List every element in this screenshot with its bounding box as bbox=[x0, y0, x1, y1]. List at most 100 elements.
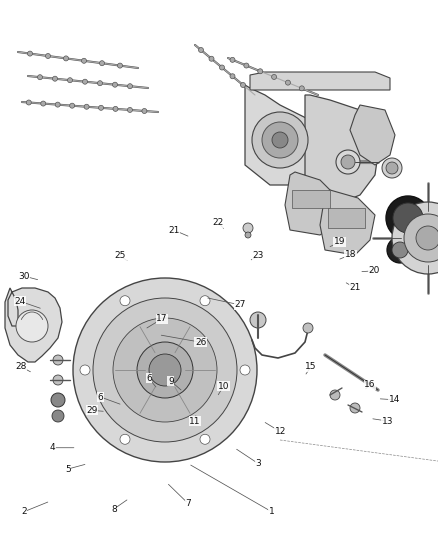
Circle shape bbox=[416, 226, 438, 250]
Circle shape bbox=[404, 214, 438, 262]
Text: 9: 9 bbox=[168, 377, 174, 385]
Circle shape bbox=[240, 365, 250, 375]
Text: 30: 30 bbox=[18, 272, 30, 280]
Text: 14: 14 bbox=[389, 395, 400, 404]
Text: 27: 27 bbox=[234, 301, 246, 309]
Circle shape bbox=[55, 102, 60, 107]
Circle shape bbox=[98, 80, 102, 86]
Text: 17: 17 bbox=[156, 314, 168, 323]
Circle shape bbox=[67, 78, 73, 83]
Circle shape bbox=[219, 65, 225, 70]
Circle shape bbox=[41, 101, 46, 106]
Circle shape bbox=[52, 410, 64, 422]
Circle shape bbox=[117, 63, 123, 68]
Text: 21: 21 bbox=[169, 226, 180, 235]
Circle shape bbox=[303, 323, 313, 333]
Text: 10: 10 bbox=[218, 382, 229, 391]
Circle shape bbox=[230, 58, 235, 62]
Polygon shape bbox=[5, 288, 62, 362]
Circle shape bbox=[200, 434, 210, 445]
Polygon shape bbox=[285, 172, 340, 235]
Circle shape bbox=[350, 403, 360, 413]
Text: 4: 4 bbox=[50, 443, 55, 452]
Text: 15: 15 bbox=[305, 362, 317, 371]
Polygon shape bbox=[350, 105, 395, 165]
Circle shape bbox=[272, 132, 288, 148]
Text: 28: 28 bbox=[15, 362, 27, 371]
Circle shape bbox=[120, 296, 130, 306]
Circle shape bbox=[286, 80, 290, 85]
Circle shape bbox=[272, 75, 276, 79]
Text: 20: 20 bbox=[369, 266, 380, 275]
Circle shape bbox=[127, 84, 133, 88]
Circle shape bbox=[230, 74, 235, 79]
Circle shape bbox=[16, 310, 48, 342]
Circle shape bbox=[93, 298, 237, 442]
Circle shape bbox=[330, 390, 340, 400]
Circle shape bbox=[70, 103, 74, 108]
Text: 23: 23 bbox=[253, 252, 264, 260]
Text: 22: 22 bbox=[212, 219, 224, 227]
Circle shape bbox=[142, 109, 147, 114]
Circle shape bbox=[245, 232, 251, 238]
Text: 6: 6 bbox=[146, 374, 152, 383]
Text: 3: 3 bbox=[255, 459, 261, 468]
Circle shape bbox=[46, 53, 50, 59]
Text: 1: 1 bbox=[268, 507, 275, 516]
Text: 11: 11 bbox=[189, 417, 201, 425]
Circle shape bbox=[113, 318, 217, 422]
Circle shape bbox=[198, 47, 204, 52]
Text: 26: 26 bbox=[195, 338, 206, 346]
Text: 8: 8 bbox=[111, 505, 117, 513]
Polygon shape bbox=[305, 95, 380, 205]
Polygon shape bbox=[250, 72, 390, 90]
Circle shape bbox=[244, 63, 249, 68]
Polygon shape bbox=[245, 85, 310, 185]
Circle shape bbox=[386, 162, 398, 174]
Circle shape bbox=[120, 434, 130, 445]
Circle shape bbox=[250, 312, 266, 328]
Text: 6: 6 bbox=[98, 393, 104, 401]
Circle shape bbox=[80, 365, 90, 375]
Circle shape bbox=[252, 112, 308, 168]
Polygon shape bbox=[328, 208, 365, 228]
Circle shape bbox=[84, 104, 89, 109]
Text: 24: 24 bbox=[14, 297, 25, 305]
Circle shape bbox=[240, 83, 246, 87]
Text: 2: 2 bbox=[21, 507, 27, 516]
Circle shape bbox=[53, 76, 57, 81]
Circle shape bbox=[209, 56, 214, 61]
Polygon shape bbox=[292, 190, 330, 208]
Circle shape bbox=[262, 122, 298, 158]
Text: 21: 21 bbox=[349, 284, 360, 292]
Circle shape bbox=[393, 203, 423, 233]
Circle shape bbox=[387, 237, 413, 263]
Circle shape bbox=[113, 107, 118, 111]
Text: 12: 12 bbox=[275, 427, 286, 436]
Text: 16: 16 bbox=[364, 381, 376, 389]
Circle shape bbox=[81, 58, 86, 63]
Circle shape bbox=[258, 69, 263, 74]
Circle shape bbox=[99, 106, 103, 110]
Circle shape bbox=[127, 108, 132, 112]
Text: 29: 29 bbox=[86, 406, 98, 415]
Text: 5: 5 bbox=[65, 465, 71, 473]
Circle shape bbox=[51, 393, 65, 407]
Circle shape bbox=[149, 354, 181, 386]
Circle shape bbox=[382, 158, 402, 178]
Circle shape bbox=[386, 196, 430, 240]
Circle shape bbox=[341, 155, 355, 169]
Circle shape bbox=[26, 100, 31, 105]
Circle shape bbox=[392, 242, 408, 258]
Circle shape bbox=[64, 56, 68, 61]
Circle shape bbox=[336, 150, 360, 174]
Circle shape bbox=[200, 296, 210, 306]
Circle shape bbox=[53, 355, 63, 365]
Text: 13: 13 bbox=[382, 417, 393, 425]
Circle shape bbox=[73, 278, 257, 462]
Circle shape bbox=[137, 342, 193, 398]
Text: 18: 18 bbox=[345, 251, 356, 259]
Circle shape bbox=[53, 375, 63, 385]
Circle shape bbox=[38, 75, 42, 80]
Text: 19: 19 bbox=[334, 238, 345, 246]
